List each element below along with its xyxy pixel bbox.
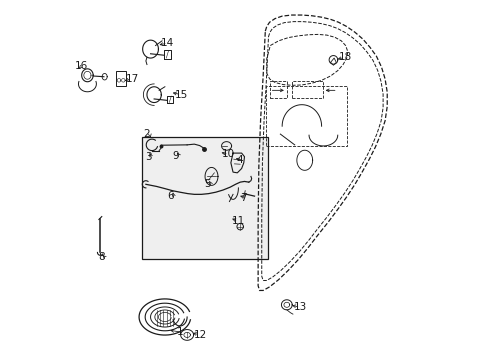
Text: 17: 17 bbox=[125, 74, 139, 84]
Text: 10: 10 bbox=[222, 149, 235, 159]
Text: 4: 4 bbox=[236, 155, 243, 165]
Text: 15: 15 bbox=[174, 90, 187, 100]
Text: 18: 18 bbox=[338, 52, 351, 62]
Text: 8: 8 bbox=[98, 252, 104, 262]
Text: 6: 6 bbox=[167, 191, 174, 201]
Text: 2: 2 bbox=[143, 129, 150, 139]
Text: 14: 14 bbox=[161, 38, 174, 48]
Text: 3: 3 bbox=[144, 152, 151, 162]
Text: 9: 9 bbox=[172, 150, 179, 161]
Text: 7: 7 bbox=[240, 193, 246, 203]
Text: 1: 1 bbox=[176, 327, 183, 337]
Text: 13: 13 bbox=[293, 302, 306, 312]
Text: 11: 11 bbox=[231, 216, 244, 226]
Bar bbox=[142, 137, 267, 259]
Text: 16: 16 bbox=[75, 61, 88, 71]
Text: 12: 12 bbox=[193, 330, 206, 340]
Text: 5: 5 bbox=[204, 179, 210, 189]
